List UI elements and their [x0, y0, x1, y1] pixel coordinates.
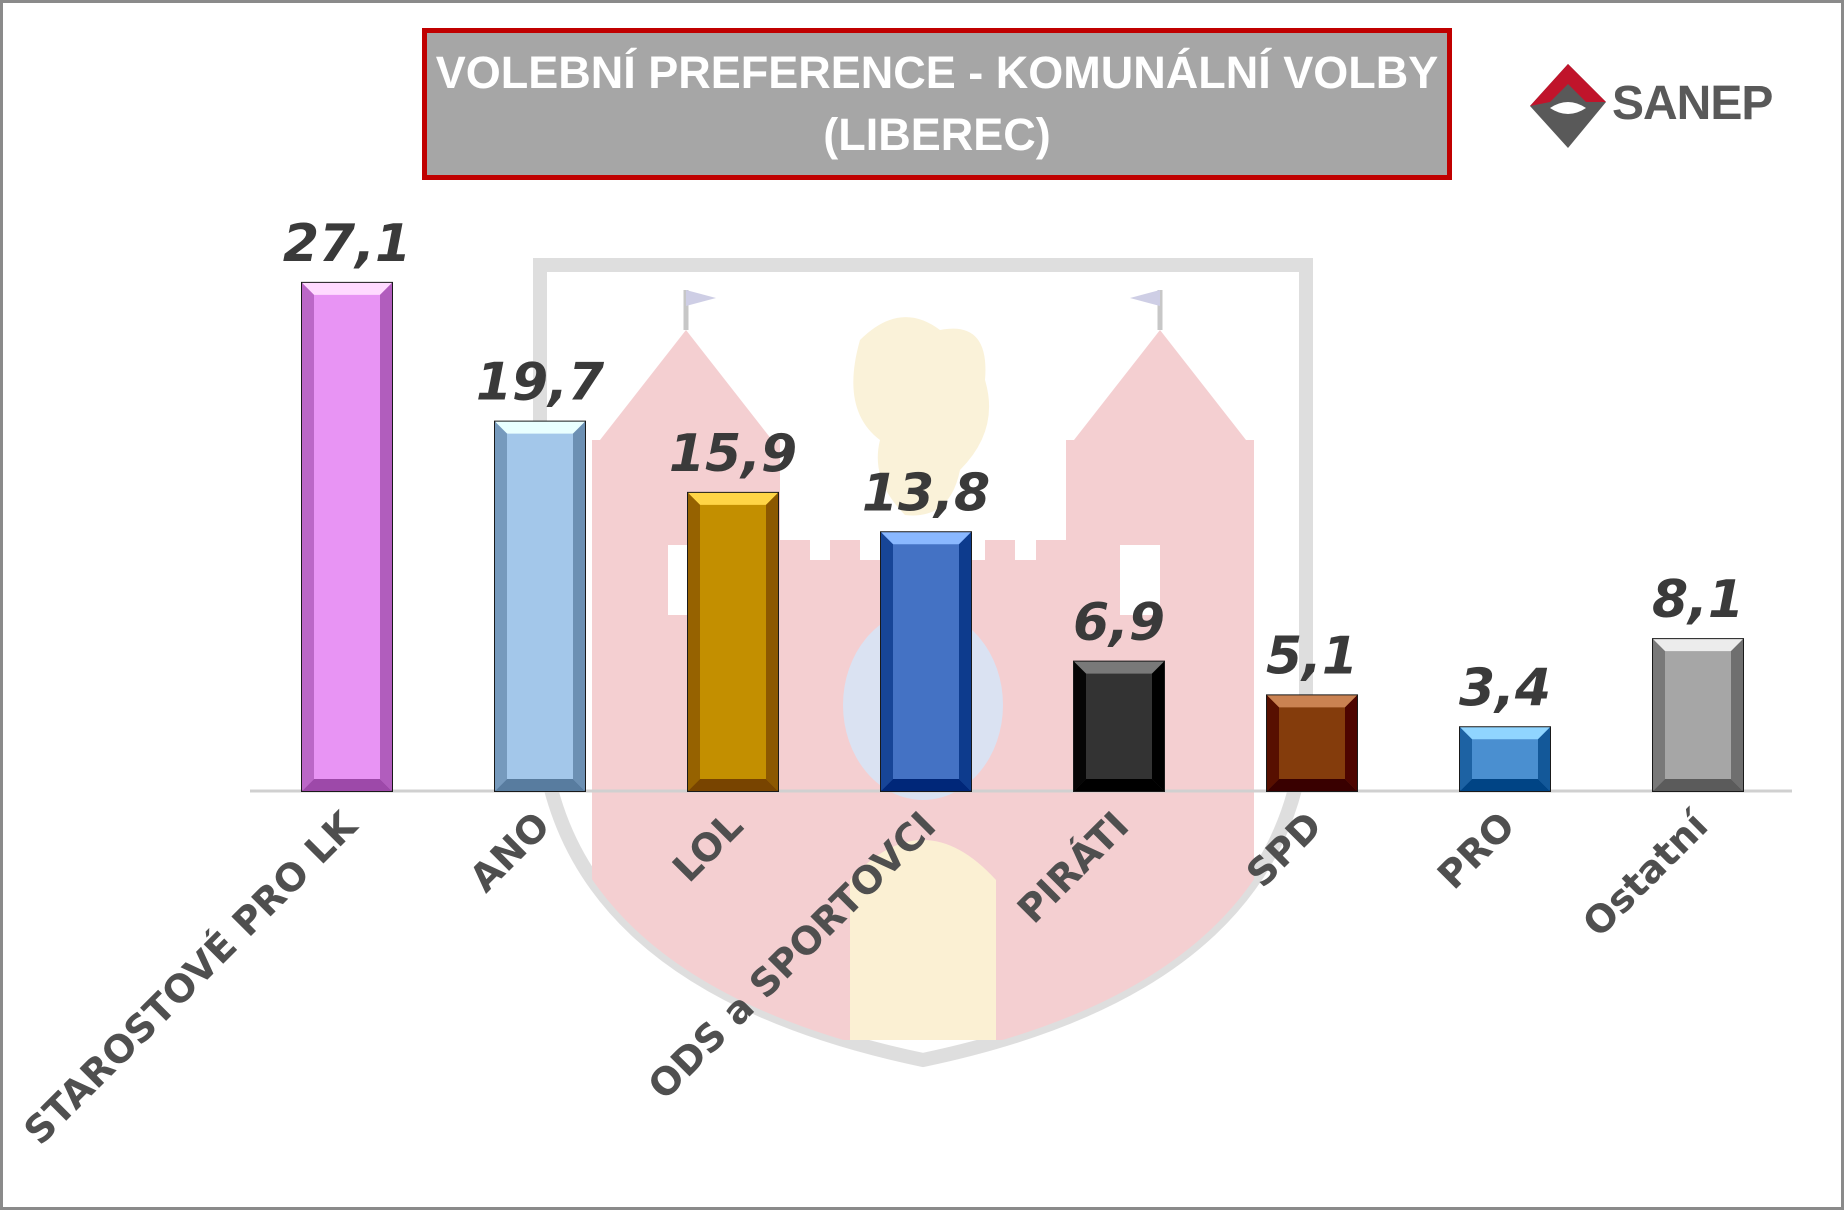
bar-bevel-left: [881, 532, 893, 791]
bar-bevel-left: [688, 492, 700, 791]
bar-bevel-bottom: [1653, 779, 1743, 791]
bar-bevel-right: [1731, 639, 1743, 791]
bar-bevel-right: [766, 492, 778, 791]
bar-bevel-top: [1653, 639, 1743, 652]
bar-bevel-top: [302, 282, 392, 295]
bar-body: [1073, 660, 1165, 792]
bar-bevel-left: [302, 282, 314, 791]
data-label: 27,1: [283, 214, 411, 274]
bar-bevel-left: [1460, 727, 1472, 791]
bar-body: [687, 491, 779, 792]
x-tick-label: Ostatní: [1574, 802, 1718, 946]
bar-bevel-bottom: [302, 779, 392, 791]
bar-bevel-left: [1074, 661, 1086, 791]
chart-title-box: VOLEBNÍ PREFERENCE - KOMUNÁLNÍ VOLBY (LI…: [422, 28, 1452, 180]
bar-bevel-top: [1074, 661, 1164, 674]
bar: [1459, 726, 1551, 792]
bar: [494, 420, 586, 792]
bar-bevel-right: [959, 532, 971, 791]
bar-bevel-bottom: [495, 779, 585, 791]
bar-bevel-top: [1267, 695, 1357, 708]
bar-bevel-left: [1267, 695, 1279, 791]
data-label: 6,9: [1073, 593, 1165, 653]
bar-bevel-right: [573, 421, 585, 791]
bar: [880, 531, 972, 792]
bar-bevel-bottom: [1460, 779, 1550, 791]
x-tick-label: STAROSTOVÉ PRO LK: [15, 802, 366, 1153]
bar-bevel-right: [380, 282, 392, 791]
bar-bevel-right: [1345, 695, 1357, 791]
chart-title-line-2: (LIBEREC): [823, 109, 1051, 160]
x-tick-label: PRO: [1429, 803, 1523, 897]
bar-body: [1266, 694, 1358, 792]
sanep-logo-text: SANEP: [1612, 77, 1773, 130]
bar: [687, 491, 779, 792]
bar-body: [494, 420, 586, 792]
chart-title-line-1: VOLEBNÍ PREFERENCE - KOMUNÁLNÍ VOLBY: [435, 47, 1439, 98]
bar-bevel-bottom: [688, 779, 778, 791]
bar-bevel-top: [881, 532, 971, 545]
bar-bevel-top: [688, 492, 778, 505]
bar-body: [880, 531, 972, 792]
data-label: 13,8: [862, 463, 990, 523]
bar-bevel-left: [1653, 639, 1665, 791]
data-label: 15,9: [669, 424, 797, 484]
bar-bevel-right: [1538, 727, 1550, 791]
bar-bevel-bottom: [1074, 779, 1164, 791]
bar: [1073, 660, 1165, 792]
sanep-diamond-logo-icon: [1530, 64, 1606, 148]
data-label: 3,4: [1459, 658, 1551, 718]
bar-body: [301, 281, 393, 792]
bar-bevel-bottom: [1267, 779, 1357, 791]
bar: [1652, 638, 1744, 792]
data-label: 5,1: [1266, 626, 1358, 686]
data-label: 19,7: [476, 353, 605, 413]
bar-bevel-top: [1460, 727, 1550, 740]
sanep-logo: SANEP: [1528, 62, 1778, 152]
bar-bevel-bottom: [881, 779, 971, 791]
data-label: 8,1: [1652, 570, 1744, 630]
bar-bevel-left: [495, 421, 507, 791]
bar: [1266, 694, 1358, 792]
bar-bevel-top: [495, 421, 585, 434]
bar-body: [1652, 638, 1744, 792]
bar: [301, 281, 393, 792]
bar-bevel-right: [1152, 661, 1164, 791]
x-tick-label: ANO: [461, 803, 558, 900]
